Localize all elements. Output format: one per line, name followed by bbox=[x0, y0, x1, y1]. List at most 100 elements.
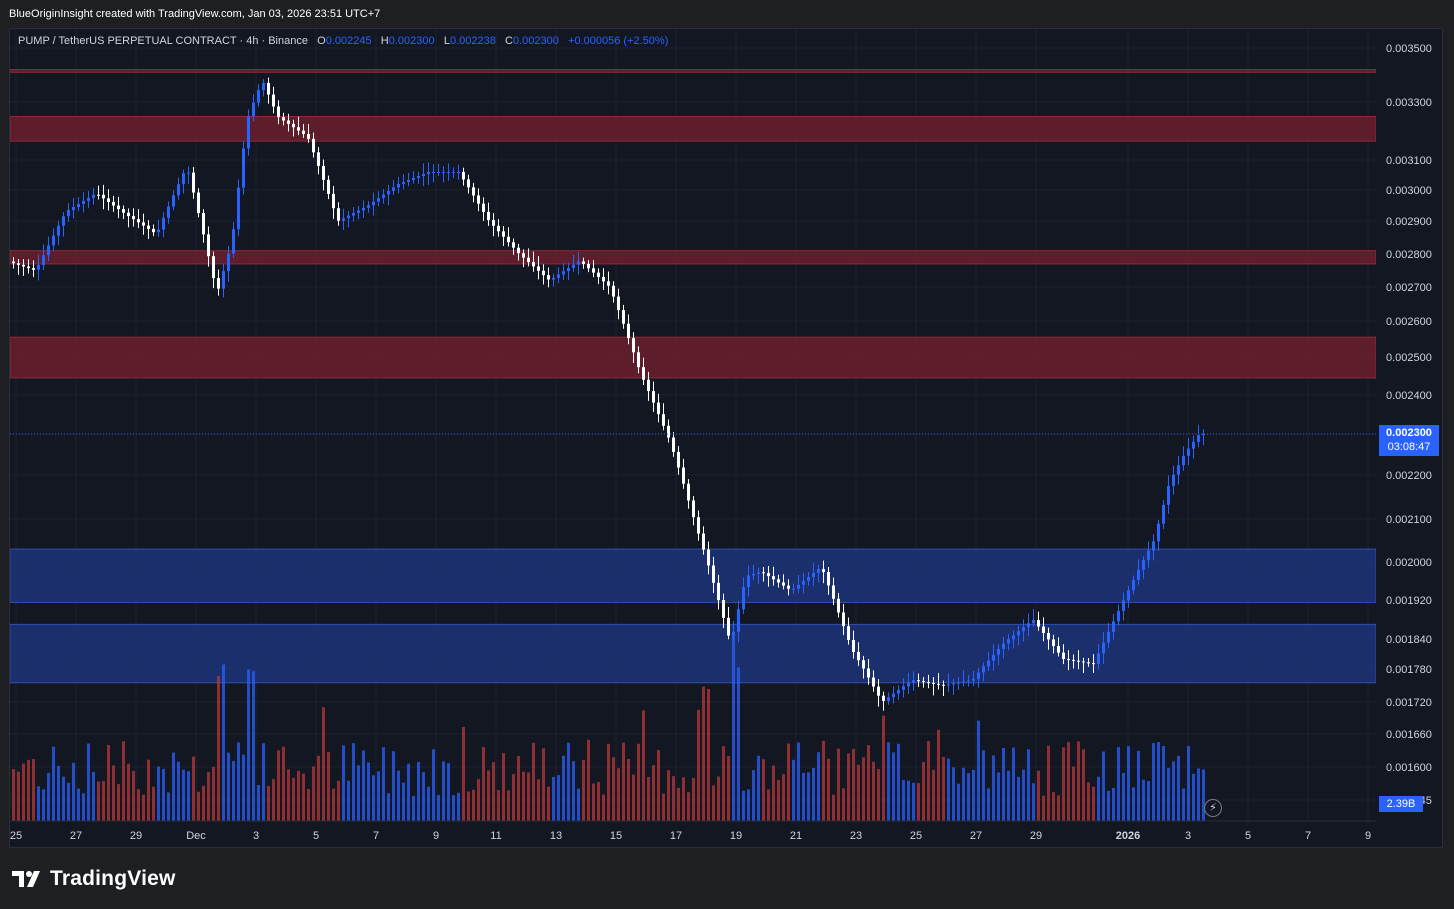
candle-body bbox=[782, 582, 785, 586]
volume-bar bbox=[177, 761, 180, 821]
volume-bar bbox=[147, 759, 150, 821]
candle-body bbox=[722, 600, 725, 618]
candle-body bbox=[252, 102, 255, 117]
price-chart[interactable]: 0.003500 0.003300 0.003100 0.003000 0.002900… bbox=[10, 29, 1443, 848]
price-tick-label: 0.001720 bbox=[1386, 697, 1432, 709]
volume-bar bbox=[27, 759, 30, 821]
volume-bar bbox=[732, 631, 735, 821]
legend-symbol: PUMP / TetherUS PERPETUAL CONTRACT · 4h … bbox=[18, 35, 308, 47]
candle-body bbox=[1027, 623, 1030, 628]
footer bbox=[0, 848, 1454, 909]
volume-bar bbox=[702, 686, 705, 821]
candle-body bbox=[447, 172, 450, 173]
volume-bar bbox=[912, 782, 915, 821]
candle-body bbox=[997, 649, 1000, 655]
time-tick-label: 19 bbox=[730, 830, 742, 842]
volume-bar bbox=[672, 776, 675, 821]
candle-body bbox=[112, 201, 115, 206]
volume-bar bbox=[1082, 749, 1085, 821]
chart-panel[interactable]: 0.003500 0.003300 0.003100 0.003000 0.002900… bbox=[9, 28, 1443, 848]
volume-bar bbox=[902, 780, 905, 821]
candle-body bbox=[407, 179, 410, 182]
time-tick-label: 3 bbox=[253, 830, 259, 842]
time-tick-label: 23 bbox=[850, 830, 862, 842]
volume-bar bbox=[897, 743, 900, 821]
candle-body bbox=[707, 549, 710, 566]
candle-body bbox=[1152, 541, 1155, 551]
candle-body bbox=[1032, 620, 1035, 624]
candle-body bbox=[582, 261, 585, 264]
volume-bar bbox=[522, 771, 525, 821]
bar-countdown: 03:08:47 bbox=[1387, 441, 1431, 453]
price-tick-label: 0.003100 bbox=[1386, 155, 1432, 167]
volume-tag: 2.39B bbox=[1379, 796, 1423, 812]
volume-bar bbox=[197, 791, 200, 821]
candle-body bbox=[922, 681, 925, 683]
volume-bar bbox=[827, 758, 830, 821]
volume-bar bbox=[1157, 742, 1160, 821]
candle-body bbox=[642, 367, 645, 380]
candle-body bbox=[502, 231, 505, 237]
volume-bar bbox=[117, 784, 120, 821]
volume-bar bbox=[1077, 741, 1080, 821]
candle-body bbox=[832, 585, 835, 599]
volume-bar bbox=[467, 791, 470, 821]
volume-bar bbox=[272, 779, 275, 821]
volume-bar bbox=[1112, 787, 1115, 821]
volume-bar bbox=[957, 783, 960, 821]
candle-body bbox=[712, 565, 715, 583]
volume-bar bbox=[752, 770, 755, 821]
time-tick-label: 3 bbox=[1185, 830, 1191, 842]
candle-body bbox=[1112, 621, 1115, 632]
volume-bar bbox=[1002, 748, 1005, 821]
legend-close: 0.002300 bbox=[512, 35, 559, 47]
volume-bar bbox=[517, 756, 520, 821]
volume-bar bbox=[542, 748, 545, 821]
candle-body bbox=[882, 695, 885, 701]
candle-body bbox=[1092, 663, 1095, 665]
volume-bar bbox=[322, 707, 325, 821]
volume-bar bbox=[1092, 786, 1095, 821]
candle-body bbox=[457, 172, 460, 173]
candle-body bbox=[527, 257, 530, 263]
candle-body bbox=[632, 338, 635, 353]
candle-body bbox=[372, 201, 375, 206]
volume-bar bbox=[1032, 783, 1035, 821]
volume-bar bbox=[937, 729, 940, 821]
candle-body bbox=[297, 127, 300, 131]
candle-body bbox=[912, 680, 915, 683]
volume-bar bbox=[1167, 767, 1170, 821]
candle-body bbox=[792, 588, 795, 590]
volume-bar bbox=[652, 765, 655, 821]
bolt-icon[interactable]: ⚡ bbox=[1204, 799, 1222, 817]
volume-bar bbox=[312, 766, 315, 821]
volume-bar bbox=[1067, 742, 1070, 821]
volume-bar bbox=[277, 750, 280, 821]
price-tick-label: 0.002400 bbox=[1386, 390, 1432, 402]
candle-body bbox=[787, 585, 790, 589]
volume-bar bbox=[857, 764, 860, 821]
volume-bar bbox=[427, 786, 430, 821]
candle-body bbox=[142, 222, 145, 226]
volume-bar bbox=[562, 755, 565, 821]
candle-body bbox=[982, 666, 985, 673]
volume-bar bbox=[877, 769, 880, 821]
volume-bar bbox=[1197, 768, 1200, 821]
volume-bar bbox=[52, 746, 55, 821]
candle-body bbox=[907, 682, 910, 687]
volume-bar bbox=[817, 752, 820, 821]
volume-bar bbox=[942, 756, 945, 821]
price-tick-label: 0.002800 bbox=[1386, 249, 1432, 261]
candle-body bbox=[282, 117, 285, 121]
volume-bar bbox=[1072, 766, 1075, 821]
volume-bar bbox=[727, 756, 730, 821]
candle-body bbox=[177, 184, 180, 196]
candle-body bbox=[227, 253, 230, 272]
candle-body bbox=[747, 575, 750, 588]
last-price-tag: 0.002300 03:08:47 bbox=[1379, 425, 1439, 456]
volume-bar bbox=[947, 758, 950, 821]
volume-bar bbox=[1042, 795, 1045, 821]
volume-bar bbox=[72, 762, 75, 821]
time-tick-label: 15 bbox=[610, 830, 622, 842]
volume-bar bbox=[252, 671, 255, 821]
